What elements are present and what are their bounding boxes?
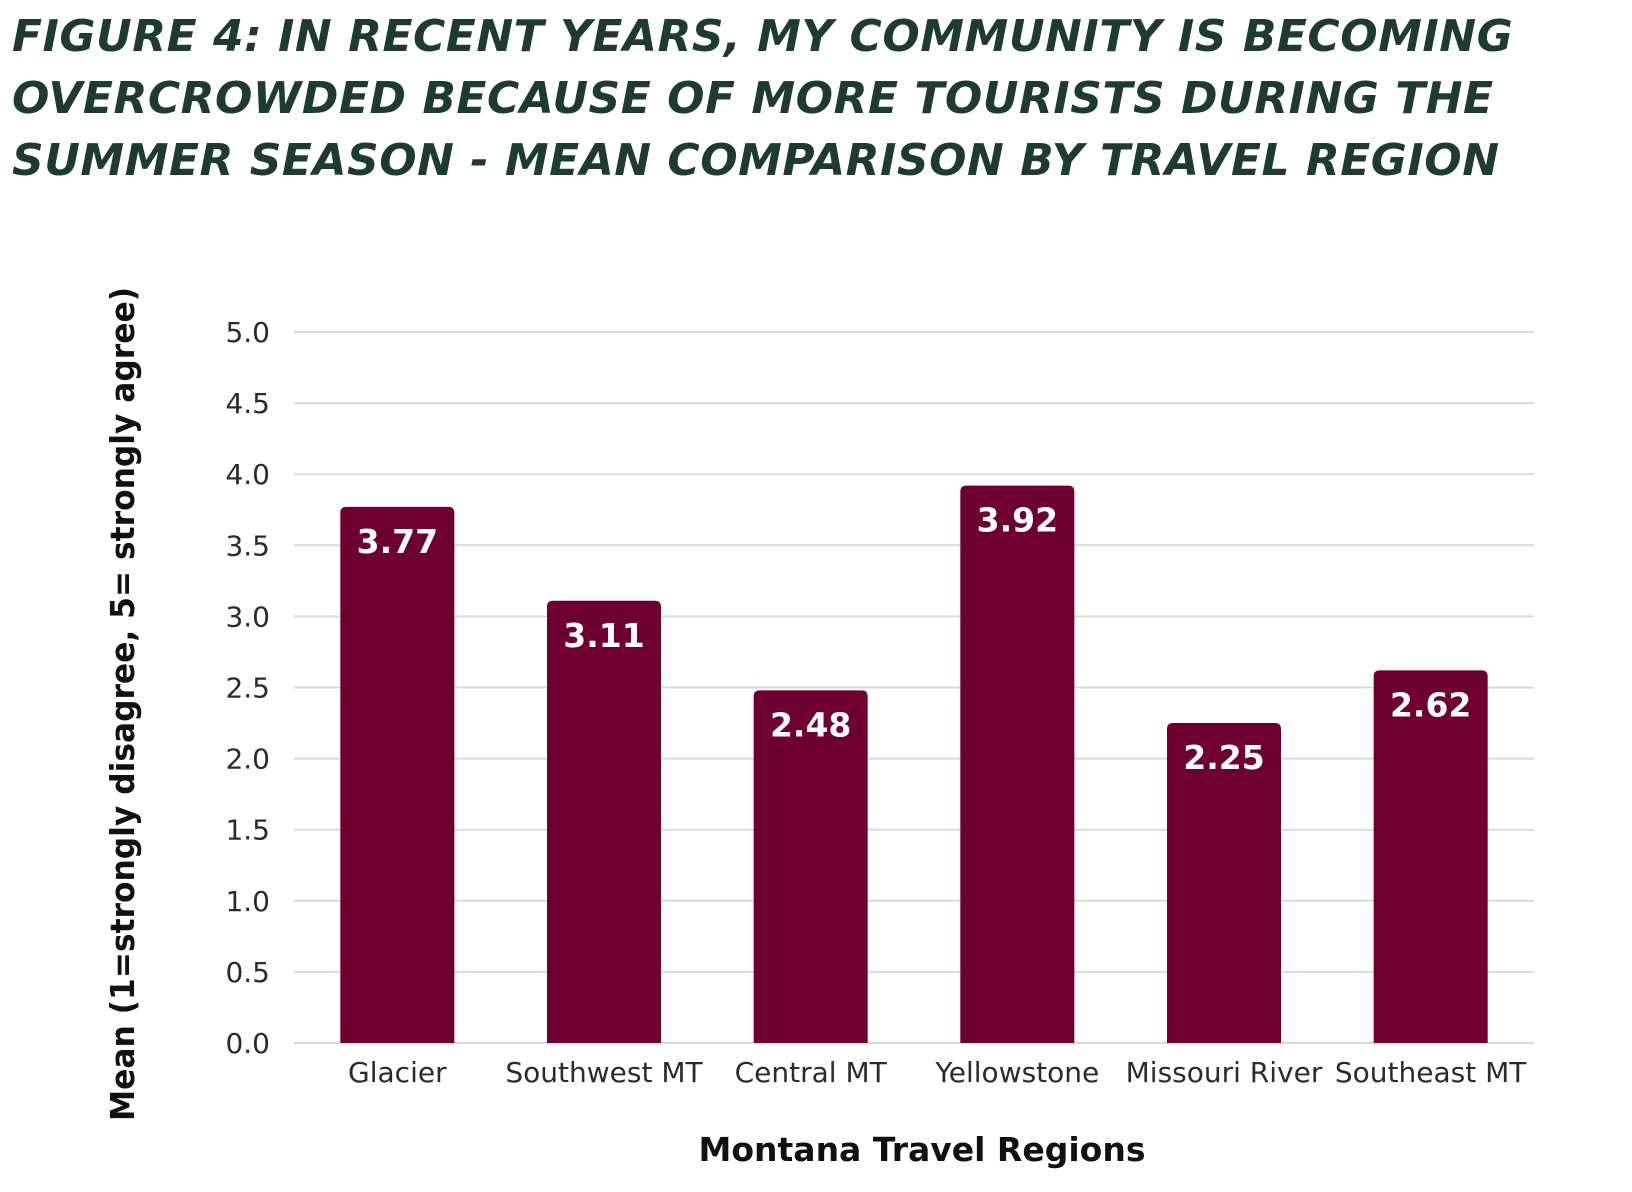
y-tick-label: 4.5 (225, 387, 270, 420)
bars: 3.77 3.11 2.48 3.92 2.25 2.62 (340, 485, 1488, 1043)
x-axis-categories: Glacier Southwest MT Central MT Yellowstone… (348, 1056, 1527, 1089)
bar-central-mt (753, 690, 868, 1043)
y-tick-label: 3.0 (225, 600, 270, 633)
chart-title: FIGURE 4: IN RECENT YEARS, MY COMMUNITY … (12, 11, 1514, 186)
y-tick-label: 5.0 (225, 316, 270, 349)
y-axis-ticks: 0.0 0.5 1.0 1.5 2.0 2.5 3.0 3.5 4.0 4.5 5.0 (225, 316, 270, 1060)
y-tick-label: 0.0 (225, 1027, 270, 1060)
data-label: 2.25 (1183, 738, 1264, 777)
y-tick-label: 0.5 (225, 956, 270, 989)
y-tick-label: 4.0 (225, 458, 270, 491)
bar-glacier (340, 506, 455, 1043)
x-axis-title: Montana Travel Regions (699, 1130, 1146, 1169)
data-label: 2.48 (770, 705, 851, 744)
x-category-label: Missouri River (1126, 1056, 1323, 1089)
x-category-label: Central MT (735, 1056, 888, 1089)
x-category-label: Glacier (348, 1056, 447, 1089)
data-label: 3.92 (977, 501, 1058, 540)
y-tick-label: 1.5 (225, 814, 270, 847)
y-axis-title: Mean (1=strongly disagree, 5= strongly a… (103, 287, 142, 1121)
bar-yellowstone (960, 485, 1075, 1043)
y-tick-label: 2.0 (225, 743, 270, 776)
bar-southwest-mt (547, 600, 661, 1043)
data-label: 3.77 (357, 522, 438, 561)
x-category-label: Yellowstone (934, 1056, 1099, 1089)
y-tick-label: 1.0 (225, 885, 270, 918)
data-label: 2.62 (1390, 685, 1471, 724)
gridlines (294, 331, 1534, 1044)
y-tick-label: 2.5 (225, 672, 270, 705)
y-tick-label: 3.5 (225, 529, 270, 562)
bar-missouri-river (1167, 723, 1281, 1043)
x-category-label: Southeast MT (1335, 1056, 1527, 1089)
data-label: 3.11 (563, 616, 644, 655)
bar-southeast-mt (1373, 670, 1488, 1043)
x-category-label: Southwest MT (505, 1056, 703, 1089)
